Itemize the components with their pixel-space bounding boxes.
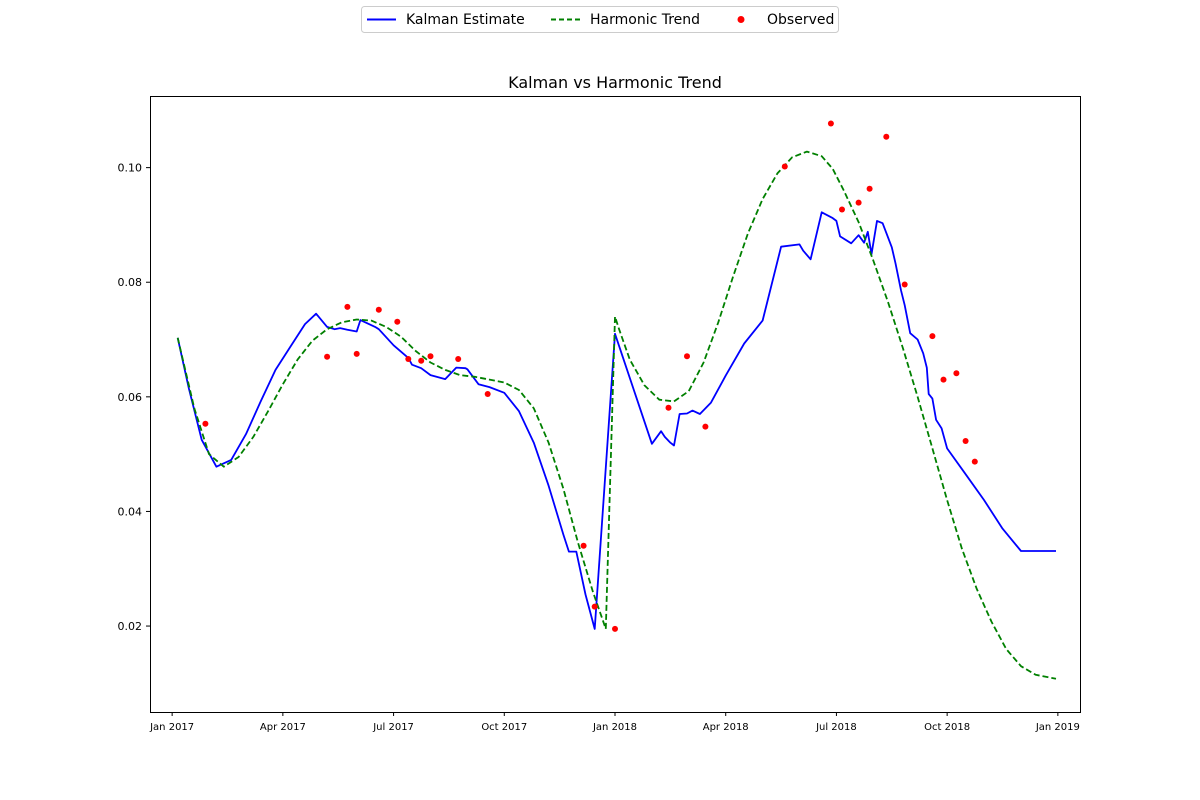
x-tick-label: Apr 2018 (703, 722, 749, 733)
observed-point (612, 625, 618, 632)
series-layer (176, 150, 1057, 680)
observed-point (883, 133, 890, 140)
observed-point (324, 353, 331, 360)
legend-observed-label: Observed (767, 12, 834, 28)
observed-point (827, 120, 834, 127)
observed-point (484, 391, 491, 397)
x-tick-label: Jul 2018 (815, 722, 857, 733)
observed-point (953, 370, 960, 377)
chart-title: Kalman vs Harmonic Trend (508, 73, 722, 92)
legend-kalman-label: Kalman Estimate (406, 12, 525, 28)
observed-point (344, 303, 351, 310)
axis-ticks: Jan 2017 Apr 2017 Jul 2017 Oct 2017 Jan 2018… (118, 162, 1080, 733)
x-tick-label: Oct 2017 (481, 722, 527, 733)
y-tick-label: 0.02 (118, 620, 143, 633)
observed-point (901, 281, 908, 288)
observed-point (405, 356, 412, 362)
observed-points (202, 120, 978, 632)
observed-point (202, 420, 209, 427)
observed-point (684, 353, 690, 360)
legend-observed-swatch (737, 16, 745, 23)
observed-point (962, 438, 969, 444)
observed-point (940, 376, 947, 383)
harmonic-trend-line (176, 150, 1057, 680)
observed-point (839, 206, 845, 213)
observed-point (394, 318, 401, 325)
observed-point (971, 458, 978, 465)
observed-point (665, 404, 672, 411)
x-tick-label: Jan 2019 (1035, 722, 1080, 733)
observed-point (855, 199, 862, 206)
x-tick-label: Oct 2018 (924, 722, 970, 733)
observed-point (866, 185, 873, 192)
plot-area: Jan 2017 Apr 2017 Jul 2017 Oct 2017 Jan 2018… (118, 96, 1081, 733)
x-tick-label: Jan 2018 (592, 722, 637, 733)
observed-point (375, 306, 382, 313)
x-tick-label: Apr 2017 (260, 722, 306, 733)
legend-frame (361, 6, 839, 33)
observed-point (455, 356, 462, 362)
plot-frame (150, 96, 1081, 713)
observed-point (591, 603, 598, 610)
legend: Kalman Estimate Harmonic Trend Observed (361, 6, 839, 33)
observed-point (580, 542, 587, 549)
observed-point (427, 353, 434, 360)
x-tick-label: Jan 2017 (149, 722, 194, 733)
y-tick-label: 0.06 (118, 391, 143, 404)
observed-point (353, 350, 360, 357)
kalman-estimate-line (176, 211, 1056, 630)
x-tick-label: Jul 2017 (372, 722, 414, 733)
observed-point (418, 357, 425, 364)
observed-point (929, 333, 936, 340)
y-tick-label: 0.08 (118, 276, 143, 289)
legend-harmonic-label: Harmonic Trend (590, 12, 700, 28)
observed-point (781, 163, 788, 170)
observed-point (702, 423, 709, 430)
y-tick-label: 0.10 (118, 162, 143, 175)
y-tick-label: 0.04 (118, 505, 143, 518)
